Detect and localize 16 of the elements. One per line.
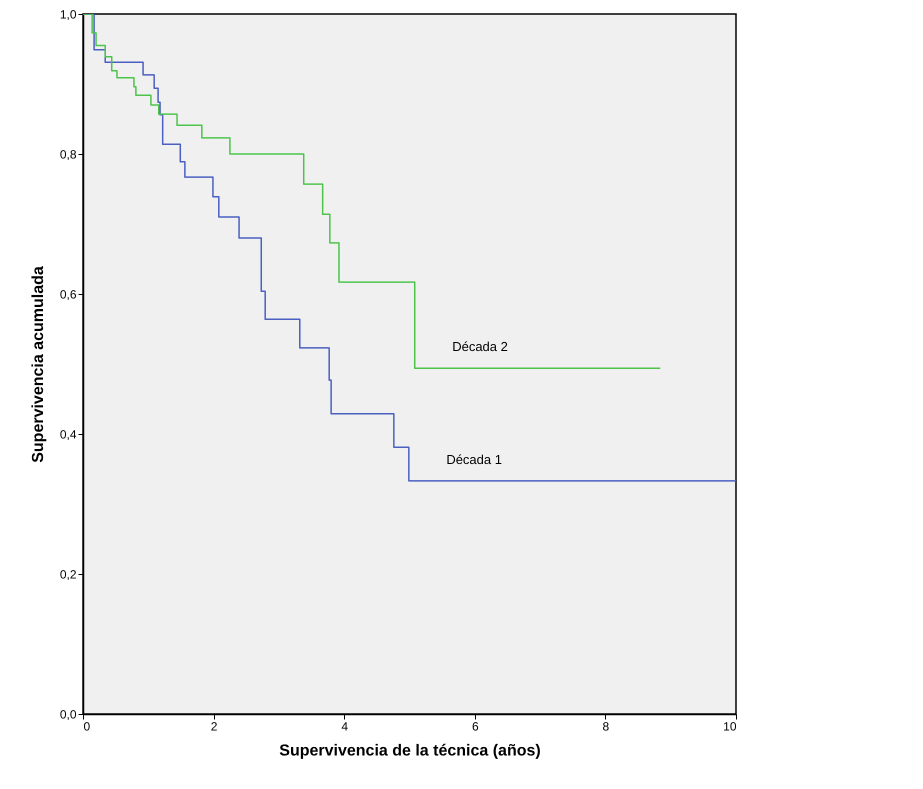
y-tick-label: 0,8 [60, 148, 77, 162]
y-axis-title: Supervivencia acumulada [30, 266, 47, 463]
x-tick-label: 8 [602, 720, 610, 734]
x-tick-label: 4 [341, 720, 348, 734]
y-tick-label: 0,2 [60, 568, 77, 582]
x-tick-label: 2 [210, 720, 218, 734]
x-axis-title: Supervivencia de la técnica (años) [279, 742, 541, 760]
series-label: Década 2 [452, 339, 508, 354]
x-tick-label: 10 [723, 720, 737, 734]
y-tick-label: 0,0 [60, 708, 77, 722]
x-tick-label: 6 [472, 720, 479, 734]
y-tick-label: 0,6 [60, 288, 77, 302]
y-tick-label: 1,0 [60, 8, 77, 22]
y-tick-label: 0,4 [60, 428, 77, 442]
series-label: Década 1 [446, 452, 502, 467]
x-tick-label: 0 [84, 720, 90, 734]
